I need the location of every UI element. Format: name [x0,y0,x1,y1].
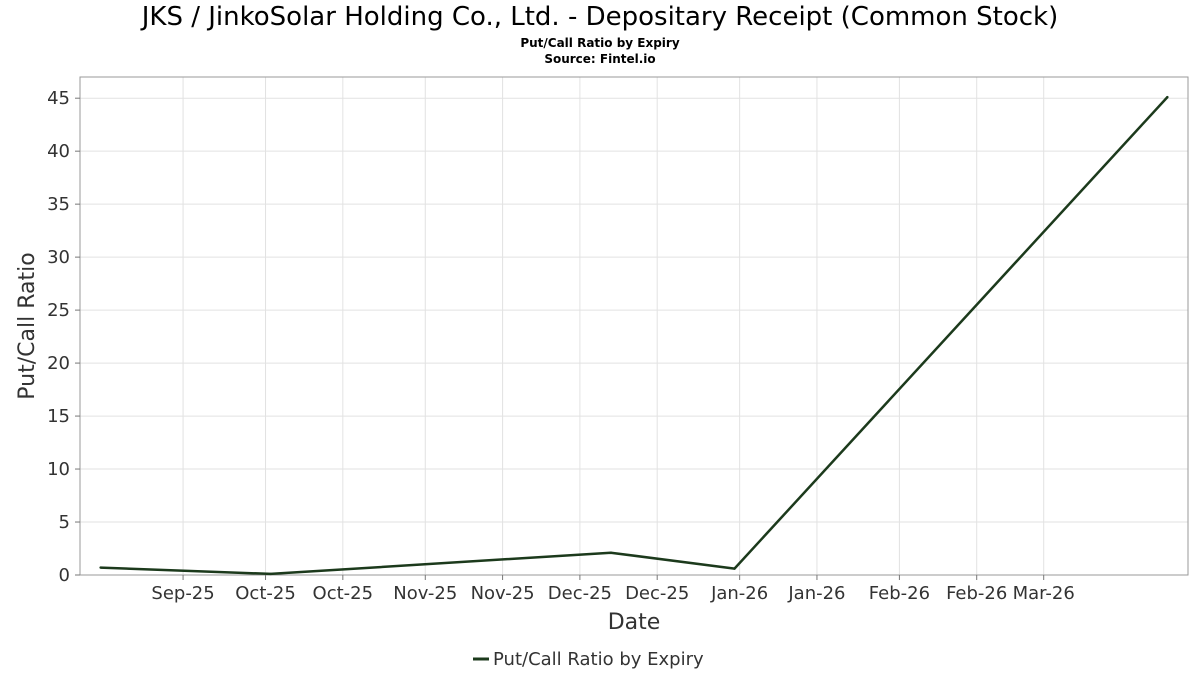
chart-title: JKS / JinkoSolar Holding Co., Ltd. - Dep… [141,2,1059,32]
y-tick-label: 10 [47,459,70,480]
x-axis-title: Date [608,610,661,635]
x-tick-label: Feb-26 [869,583,930,604]
y-tick-label: 35 [47,194,70,215]
x-axis: Sep-25 Oct-25 Oct-25 Nov-25 Nov-25 Dec-25 Dec-… [151,575,1075,604]
y-tick-label: 30 [47,247,70,268]
series-layer [99,95,1169,576]
y-tick-label: 5 [59,512,70,533]
x-tick-label: Dec-25 [548,583,612,604]
x-tick-label: Nov-25 [393,583,457,604]
grid-layer [80,77,1188,575]
data-point [1166,95,1169,99]
legend-label: Put/Call Ratio by Expiry [493,649,704,670]
x-tick-label: Mar-26 [1013,583,1075,604]
y-tick-label: 20 [47,353,70,374]
chart-subtitle: Put/Call Ratio by Expiry [520,36,680,50]
y-tick-label: 15 [47,406,70,427]
y-tick-label: 0 [59,565,70,586]
x-tick-label: Oct-25 [235,583,296,604]
y-tick-label: 45 [47,88,70,109]
plot-frame [79,76,1189,576]
data-point [99,566,102,569]
x-tick-label: Sep-25 [151,583,214,604]
y-axis: 0 5 10 15 20 25 30 35 40 45 [47,88,80,586]
series-line [100,96,1169,576]
x-tick-label: Jan-26 [710,583,768,604]
x-tick-label: Feb-26 [946,583,1007,604]
x-tick-label: Jan-26 [787,583,845,604]
x-tick-label: Nov-25 [471,583,535,604]
x-tick-label: Dec-25 [625,583,689,604]
data-point [269,572,272,576]
x-tick-label: Oct-25 [313,583,374,604]
y-tick-label: 40 [47,141,70,162]
y-tick-label: 25 [47,300,70,321]
data-point [609,551,613,554]
y-axis-title: Put/Call Ratio [15,252,40,399]
legend: Put/Call Ratio by Expiry [473,649,704,670]
chart-source: Source: Fintel.io [544,52,656,66]
data-point [733,567,736,570]
